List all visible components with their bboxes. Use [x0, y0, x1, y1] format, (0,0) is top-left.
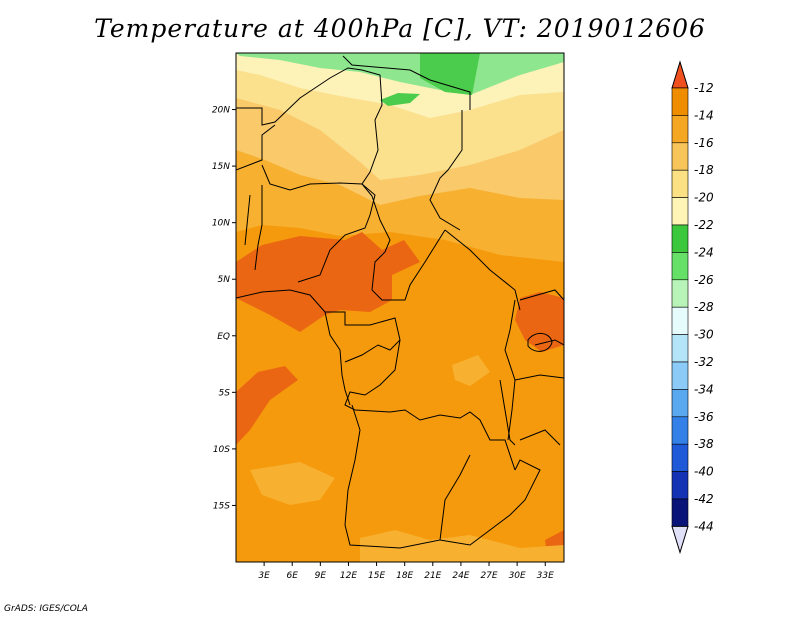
lat-tick-label: EQ [217, 332, 230, 342]
lat-tick-label: 15S [213, 501, 230, 511]
boundary-niger-chad [236, 67, 383, 197]
boundary-chad-libya [342, 55, 471, 110]
colorbar-swatch [671, 169, 689, 198]
grads-credit: GrADS: IGES/COLA [4, 604, 88, 614]
colorbar-swatch [671, 252, 689, 281]
boundary-tanzania [514, 374, 564, 446]
lake-tanganyika [499, 379, 516, 446]
temperature-field [236, 53, 564, 562]
colorbar-label: -34 [694, 382, 714, 396]
boundary-car-sudan [444, 229, 521, 311]
lat-tick-label: 5S [219, 388, 231, 398]
lon-tick-label: 27E [480, 571, 497, 581]
boundary-gabon-congo [325, 311, 401, 363]
lon-tick-label: 15E [368, 571, 385, 581]
longitude-axis: 3E 6E 9E 12E 15E 18E 21E 24E 27E 30E 33E [258, 562, 554, 581]
colorbar-swatch [671, 498, 689, 527]
boundary-chad-sudan [429, 110, 463, 231]
lon-tick-label: 18E [396, 571, 413, 581]
lat-tick-label: 10S [213, 445, 230, 455]
colorbar-swatch [671, 389, 689, 418]
colorbar-label: -20 [694, 191, 714, 205]
colorbar-swatch [671, 471, 689, 500]
latitude-axis: 20N 15N 10N 5N EQ 5S 10S 15S [212, 106, 236, 511]
plot-title: Temperature at 400hPa [C], VT: 201901260… [94, 14, 706, 43]
boundary-drc-east [504, 299, 516, 441]
lat-tick-label: 5N [218, 275, 231, 285]
map-frame [235, 52, 565, 563]
lon-tick-label: 24E [452, 571, 469, 581]
field-24-region [420, 53, 480, 95]
colorbar-label: -26 [694, 273, 714, 287]
lon-tick-label: 21E [424, 571, 441, 581]
lon-tick-label: 9E [315, 571, 327, 581]
boundary-zambia [439, 459, 541, 546]
boundary-uganda-kenya [519, 289, 564, 346]
colorbar-label: -42 [694, 492, 714, 506]
coast-west [236, 289, 351, 406]
lon-tick-label: 30E [509, 571, 526, 581]
lon-tick-label: 6E [287, 571, 299, 581]
lon-tick-label: 3E [258, 571, 270, 581]
lon-tick-label: 12E [340, 571, 357, 581]
colorbar-swatch [671, 443, 689, 472]
colorbar-label: -14 [694, 108, 714, 122]
lat-tick-label: 20N [212, 106, 230, 116]
field-12-region-sw [236, 366, 298, 445]
field-12-region-east [515, 292, 564, 352]
boundary-cameroon-car [371, 195, 446, 301]
colorbar-swatch [671, 197, 689, 226]
colorbar-label: -18 [694, 163, 714, 177]
boundary-drc [344, 339, 516, 471]
colorbar-label: -22 [694, 218, 714, 232]
lat-tick-label: 15N [212, 162, 230, 172]
colorbar-label: -12 [694, 81, 714, 95]
colorbar-label: -32 [694, 355, 714, 369]
colorbar-label: -28 [694, 300, 714, 314]
colorbar-label: -38 [694, 437, 714, 451]
boundary-angola [344, 404, 471, 549]
lake-victoria [527, 333, 553, 352]
colorbar-label: -16 [694, 136, 714, 150]
lat-tick-label: 10N [212, 219, 230, 229]
colorbar-top-arrow [671, 60, 689, 89]
field-16-patch-sse [360, 530, 564, 562]
colorbar-label: -40 [694, 465, 714, 479]
colorbar-swatch [671, 279, 689, 308]
boundaries [236, 55, 564, 549]
lon-tick-label: 33E [537, 571, 554, 581]
colorbar-label: -44 [694, 519, 714, 533]
colorbar-swatch [671, 306, 689, 335]
colorbar-swatch [671, 115, 689, 144]
colorbar-swatch [671, 87, 689, 116]
colorbar-swatch [671, 224, 689, 253]
colorbar-swatch [671, 416, 689, 445]
colorbar-swatch [671, 142, 689, 171]
field-24-patch [380, 93, 420, 106]
colorbar-label: -30 [694, 328, 714, 342]
colorbar-swatch [671, 361, 689, 390]
boundary-mali-etc [236, 124, 276, 171]
colorbar: -12 -14 -16 -18 -20 -22 -24 -26 -28 -30 -32 -34 -36 -… [671, 60, 714, 555]
colorbar-bottom-arrow [671, 525, 689, 555]
boundary-nigeria [261, 164, 376, 283]
colorbar-swatch [671, 334, 689, 363]
field-26-region [236, 53, 564, 95]
field-12-region-west [236, 232, 420, 332]
colorbar-label: -24 [694, 245, 714, 259]
field-16-patch-east [452, 355, 490, 386]
boundary-benin-togo [244, 185, 263, 271]
field-16-patch-south [250, 462, 335, 505]
colorbar-label: -36 [694, 410, 714, 424]
